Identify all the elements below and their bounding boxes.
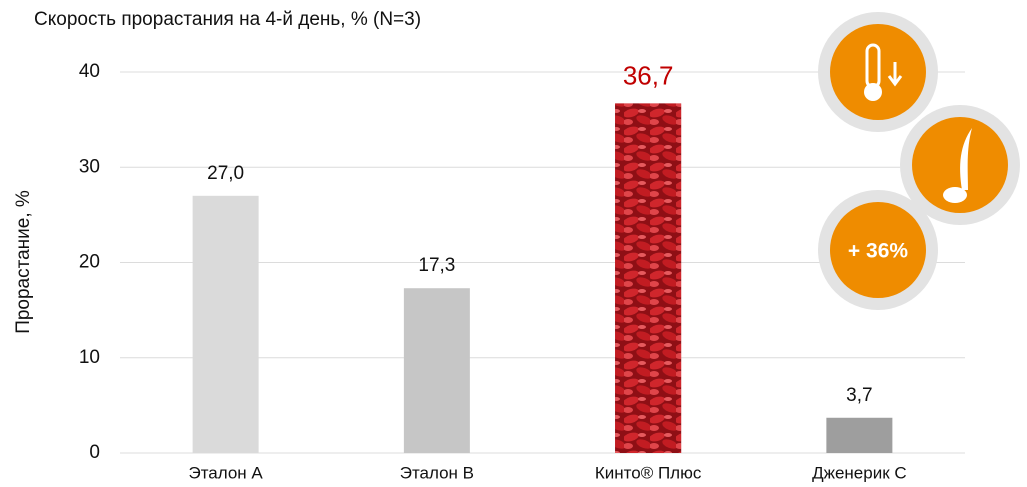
- x-tick-label: Эталон В: [400, 463, 474, 482]
- y-axis-label: Прорастание, %: [13, 190, 34, 334]
- thermometer-bulb: [864, 83, 882, 101]
- bar: [404, 288, 470, 453]
- chart: Скорость прорастания на 4-й день, % (N=3…: [0, 0, 1027, 487]
- y-tick-label: 30: [79, 156, 100, 177]
- y-tick-label: 0: [89, 442, 100, 463]
- bar-texture: [615, 103, 681, 453]
- value-label: 27,0: [207, 163, 244, 184]
- bar: [826, 418, 892, 453]
- value-label: 36,7: [623, 60, 674, 90]
- x-tick-label: Дженерик С: [812, 463, 907, 482]
- y-tick-label: 10: [79, 347, 100, 368]
- x-tick-label: Кинто® Плюс: [595, 463, 702, 482]
- value-label: 3,7: [846, 385, 872, 406]
- chart-title: Скорость прорастания на 4-й день, % (N=3…: [34, 9, 421, 30]
- badges: + 36%: [818, 12, 1020, 310]
- bar: [193, 196, 259, 453]
- y-tick-label: 20: [79, 252, 100, 273]
- seed-icon: [943, 187, 967, 203]
- x-tick-label: Эталон А: [188, 463, 263, 482]
- y-tick-label: 40: [79, 61, 100, 82]
- value-label: 17,3: [418, 255, 455, 276]
- badge-text: + 36%: [848, 240, 908, 263]
